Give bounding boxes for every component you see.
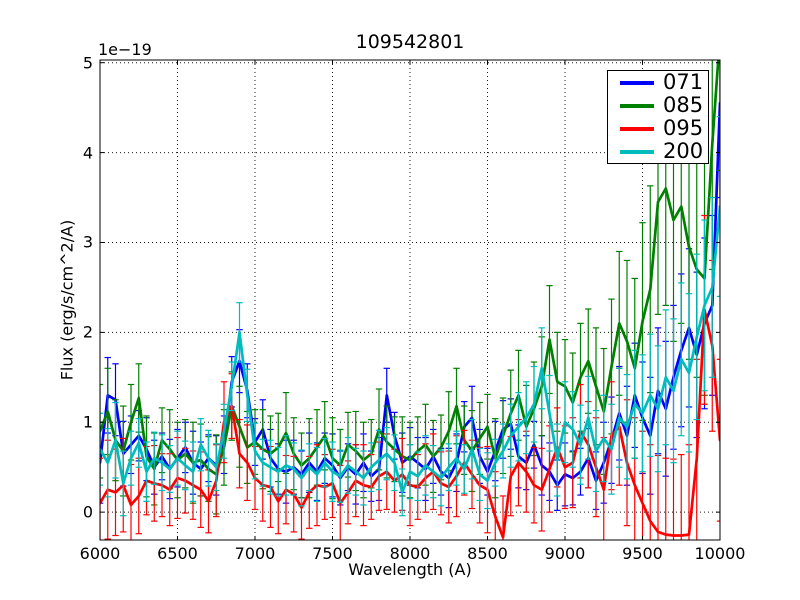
plot-title: 109542801	[355, 31, 465, 53]
legend-line-swatch	[620, 80, 654, 85]
x-tick-label: 9500	[622, 544, 663, 563]
x-axis-label: Wavelength (A)	[348, 560, 472, 579]
legend-label: 095	[663, 116, 704, 140]
x-tick-label: 10000	[694, 544, 746, 563]
y-tick-label: 4	[82, 143, 93, 163]
legend: 071 085 095 200	[607, 70, 709, 164]
legend-label: 071	[663, 70, 704, 94]
x-tick-label: 7500	[312, 544, 353, 563]
x-tick-label: 9000	[544, 544, 586, 563]
tick-marks	[99, 60, 721, 540]
y-offset-text: 1e−19	[98, 40, 152, 59]
legend-label: 200	[663, 139, 704, 163]
series-200-line	[100, 205, 720, 494]
y-tick-label: 3	[82, 232, 93, 252]
legend-line-swatch	[620, 103, 654, 108]
y-axis-label: Flux (erg/s/cm^2/A)	[57, 219, 77, 381]
x-tick-label: 6500	[157, 544, 198, 563]
legend-line-swatch	[620, 149, 654, 154]
legend-item-095: 095	[608, 117, 708, 140]
x-tick-label: 6000	[79, 544, 121, 563]
y-tick-label: 1	[82, 412, 93, 432]
y-tick-label: 2	[82, 322, 93, 342]
y-tick-label: 0	[82, 502, 93, 522]
x-tick-label: 8500	[467, 544, 508, 563]
x-tick-label: 7000	[234, 544, 276, 563]
legend-item-085: 085	[608, 94, 708, 117]
x-tick-label: 8000	[389, 544, 431, 563]
y-tick-label: 5	[82, 53, 93, 73]
legend-item-071: 071	[608, 71, 708, 94]
legend-label: 085	[663, 93, 704, 117]
legend-line-swatch	[620, 126, 654, 131]
legend-item-200: 200	[608, 140, 708, 163]
